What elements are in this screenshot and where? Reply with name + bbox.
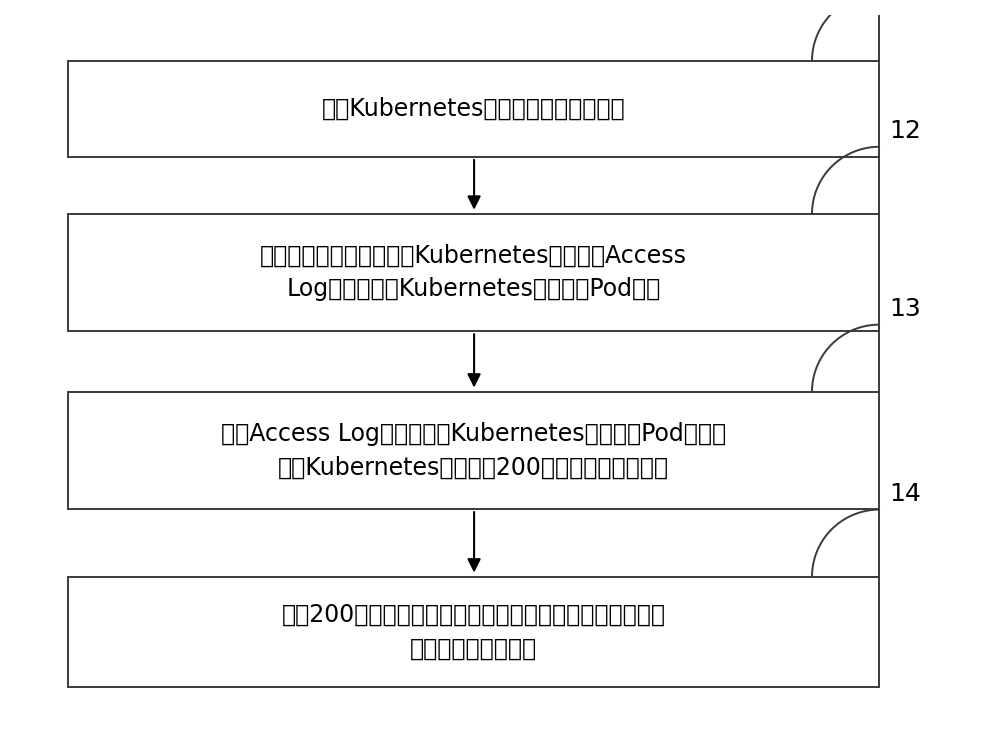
Text: 14: 14 [889, 482, 921, 506]
Text: 将非200响应码的九元组请求作为异常请求，并确定出异常
请求对应的故障信息: 将非200响应码的九元组请求作为异常请求，并确定出异常 请求对应的故障信息 [282, 603, 666, 661]
Text: 12: 12 [889, 119, 921, 143]
Bar [68, 392, 879, 509]
Text: 根据Access Log日志信息和Kubernetes集群中的Pod信息，
确定Kubernetes集群中非200响应码的九元组请求: 根据Access Log日志信息和Kubernetes集群中的Pod信息， 确定… [221, 422, 726, 479]
Text: 根据业务告警信息，确定Kubernetes集群中的Access
Log日志信息和Kubernetes集群中的Pod信息: 根据业务告警信息，确定Kubernetes集群中的Access Log日志信息和… [260, 244, 687, 302]
Text: 13: 13 [889, 297, 921, 321]
Bar [68, 61, 879, 157]
Bar [68, 214, 879, 331]
Bar [68, 576, 879, 687]
Text: 获取Kubernetes集群中的业务告警信息: 获取Kubernetes集群中的业务告警信息 [322, 97, 625, 121]
